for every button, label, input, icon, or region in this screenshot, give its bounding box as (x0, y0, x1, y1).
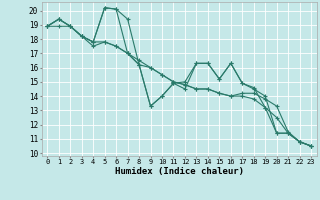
X-axis label: Humidex (Indice chaleur): Humidex (Indice chaleur) (115, 167, 244, 176)
